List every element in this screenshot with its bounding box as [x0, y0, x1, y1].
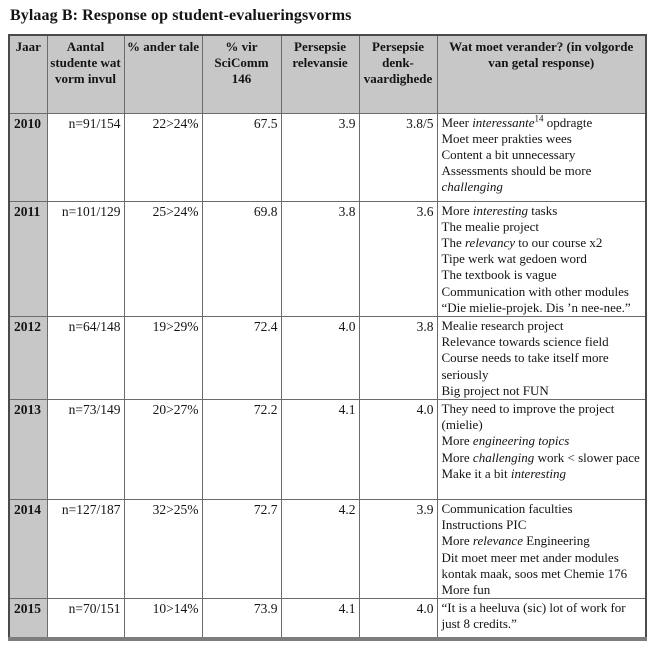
- respondents-cell: n=127/187: [46, 498, 125, 600]
- feedback-line: Assessments should be more challenging: [441, 163, 592, 195]
- respondents-cell: n=91/154: [46, 112, 125, 202]
- thinking-cell: 4.0: [358, 398, 438, 500]
- table-row: 2014 n=127/187 32>25% 72.7 4.2 3.9 Commu…: [8, 498, 647, 600]
- scicomm-cell: 69.8: [201, 200, 282, 317]
- feedback-cell: Meer interessante14 opdragte Moet meer pr…: [436, 112, 647, 202]
- respondents-cell: n=70/151: [46, 598, 125, 640]
- feedback-line: The relevancy to our course x2: [441, 234, 603, 250]
- feedback-line: Communication with other modules: [441, 283, 629, 299]
- thinking-cell: 3.9: [358, 498, 438, 600]
- feedback-line: Dit moet meer met ander modules kontak m…: [441, 549, 628, 581]
- thinking-cell: 4.0: [358, 598, 438, 640]
- respondents-cell: n=101/129: [46, 200, 125, 317]
- thinking-cell: 3.8/5: [358, 112, 438, 202]
- other-languages-cell: 22>24%: [123, 112, 203, 202]
- respondents-cell: n=64/148: [46, 315, 125, 400]
- feedback-cell: Mealie research project Relevance towards…: [436, 315, 647, 400]
- feedback-line: The textbook is vague: [441, 267, 557, 283]
- scicomm-cell: 72.4: [201, 315, 282, 400]
- column-header-other-languages: % ander tale: [123, 34, 203, 114]
- feedback-line: Relevance towards science field: [441, 334, 609, 350]
- feedback-cell: “It is a heeluva (sic) lot of work for j…: [436, 598, 647, 640]
- feedback-line: Meer interessante14 opdragte: [441, 113, 593, 130]
- feedback-line: Tipe werk wat gedoen word: [441, 251, 587, 267]
- feedback-cell: More interesting tasks The mealie project…: [436, 200, 647, 317]
- year-cell: 2011: [8, 200, 48, 317]
- year-cell: 2010: [8, 112, 48, 202]
- feedback-line: Course needs to take itself more serious…: [441, 350, 609, 382]
- relevance-cell: 4.1: [280, 398, 360, 500]
- year-cell: 2015: [8, 598, 48, 640]
- feedback-line: More engineering topics: [441, 433, 570, 449]
- feedback-line: Communication faculties: [441, 500, 573, 516]
- column-header-changes: Wat moet verander? (in volgorde van geta…: [436, 34, 647, 114]
- other-languages-cell: 20>27%: [123, 398, 203, 500]
- table-row: 2010 n=91/154 22>24% 67.5 3.9 3.8/5 Meer…: [8, 112, 647, 202]
- feedback-line: More interesting tasks: [441, 202, 558, 218]
- year-cell: 2012: [8, 315, 48, 400]
- feedback-line: Instructions PIC: [441, 517, 527, 533]
- feedback-line: “It is a heeluva (sic) lot of work for j…: [441, 600, 626, 632]
- feedback-line: Mealie research project: [441, 317, 564, 333]
- table-body: 2010 n=91/154 22>24% 67.5 3.9 3.8/5 Meer…: [8, 112, 647, 640]
- relevance-cell: 4.1: [280, 598, 360, 640]
- year-cell: 2014: [8, 498, 48, 600]
- feedback-line: The mealie project: [441, 218, 539, 234]
- scicomm-cell: 73.9: [201, 598, 282, 640]
- relevance-cell: 3.8: [280, 200, 360, 317]
- feedback-line: More challenging work < slower pace: [441, 449, 640, 465]
- other-languages-cell: 32>25%: [123, 498, 203, 600]
- relevance-cell: 4.0: [280, 315, 360, 400]
- thinking-cell: 3.6: [358, 200, 438, 317]
- feedback-line: Moet meer prakties wees: [441, 130, 572, 146]
- feedback-line: More fun: [441, 581, 491, 597]
- feedback-line: “Die mielie-projek. Dis ’n nee-nee.”: [441, 299, 631, 315]
- column-header-relevance: Persepsie relevansie: [280, 34, 360, 114]
- table-row: 2013 n=73/149 20>27% 72.2 4.1 4.0 They n…: [8, 398, 647, 500]
- column-header-respondents: Aantal studente wat vorm invul: [46, 34, 125, 114]
- feedback-line: More relevance Engineering: [441, 533, 590, 549]
- relevance-cell: 3.9: [280, 112, 360, 202]
- scicomm-cell: 72.7: [201, 498, 282, 600]
- other-languages-cell: 25>24%: [123, 200, 203, 317]
- feedback-line: Big project not FUN: [441, 382, 549, 398]
- evaluation-table: Jaar Aantal studente wat vorm invul % an…: [8, 34, 647, 641]
- year-cell: 2013: [8, 398, 48, 500]
- table-row: 2011 n=101/129 25>24% 69.8 3.8 3.6 More …: [8, 200, 647, 317]
- column-header-scicomm: % vir SciComm 146: [201, 34, 282, 114]
- table-row: 2015 n=70/151 10>14% 73.9 4.1 4.0 “It is…: [8, 598, 647, 640]
- thinking-cell: 3.8: [358, 315, 438, 400]
- respondents-cell: n=73/149: [46, 398, 125, 500]
- other-languages-cell: 19>29%: [123, 315, 203, 400]
- header-row: Jaar Aantal studente wat vorm invul % an…: [8, 34, 647, 114]
- table-row: 2012 n=64/148 19>29% 72.4 4.0 3.8 Mealie…: [8, 315, 647, 400]
- scicomm-cell: 72.2: [201, 398, 282, 500]
- relevance-cell: 4.2: [280, 498, 360, 600]
- feedback-line: Content a bit unnecessary: [441, 146, 576, 162]
- page-title: Bylaag B: Response op student-evaluering…: [10, 7, 352, 24]
- column-header-jaar: Jaar: [8, 34, 48, 114]
- feedback-line: Make it a bit interesting: [441, 465, 566, 481]
- feedback-line: They need to improve the project (mielie…: [441, 400, 615, 433]
- other-languages-cell: 10>14%: [123, 598, 203, 640]
- feedback-cell: Communication faculties Instructions PIC M…: [436, 498, 647, 600]
- column-header-thinking: Persepsie denk-vaardighede: [358, 34, 438, 114]
- feedback-cell: They need to improve the project (mielie…: [436, 398, 647, 500]
- scicomm-cell: 67.5: [201, 112, 282, 202]
